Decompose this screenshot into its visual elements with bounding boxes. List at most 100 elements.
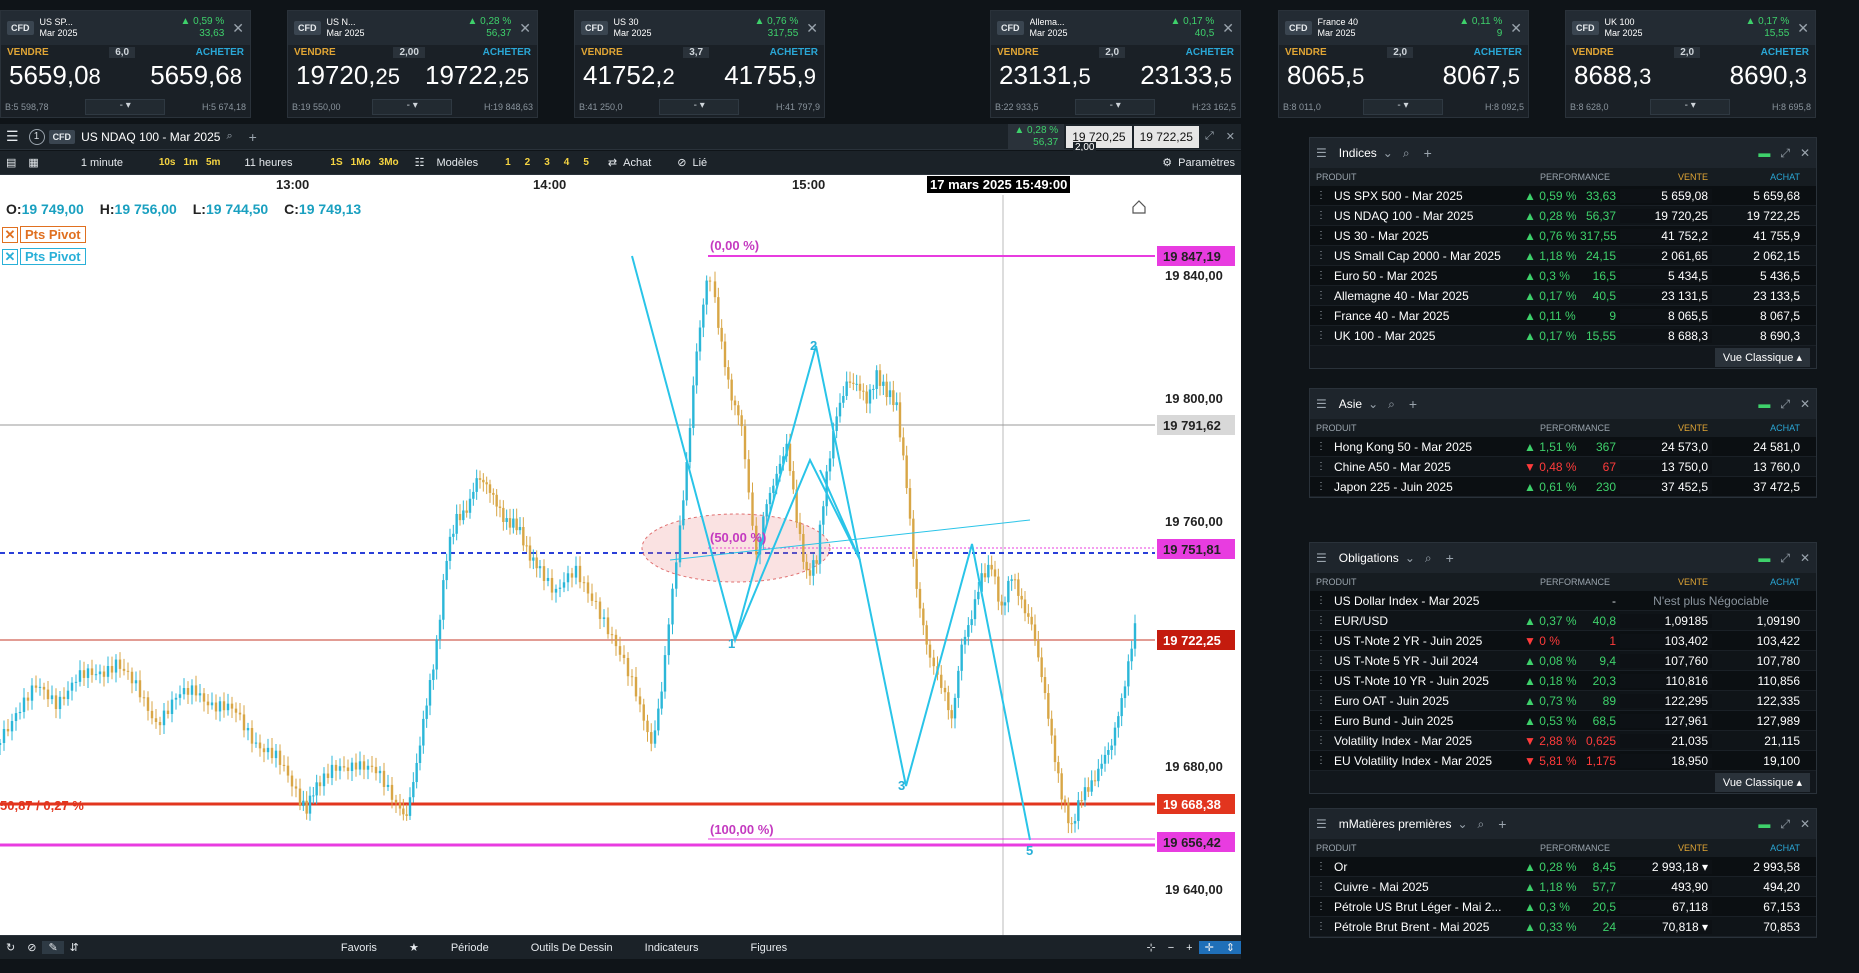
- layout-1[interactable]: 1: [505, 157, 511, 168]
- panel-title[interactable]: Obligations: [1338, 551, 1399, 565]
- pivot-legend-2[interactable]: ✕ Pts Pivot: [2, 248, 86, 265]
- row-buy[interactable]: 70,853: [1763, 919, 1800, 934]
- add-tab-icon[interactable]: +: [248, 128, 257, 145]
- color-tag-icon[interactable]: ▬: [1758, 146, 1771, 160]
- panel-row[interactable]: ⋮ EUR/USD ▲ 0,37 % 40,8 1,09185 1,09190: [1310, 611, 1816, 631]
- row-buy[interactable]: 67,153: [1763, 899, 1800, 914]
- drag-handle-icon[interactable]: ⋮: [1316, 655, 1326, 666]
- price-chart[interactable]: 19 840,00 19 800,00 19 760,00 19 680,00 19 6…: [0, 175, 1241, 935]
- range-select[interactable]: 11 heures: [244, 156, 293, 169]
- row-sell[interactable]: 24 573,0: [1620, 439, 1712, 454]
- row-sell[interactable]: 493,90: [1620, 879, 1712, 894]
- close-icon[interactable]: ✕: [1799, 397, 1810, 411]
- row-sell[interactable]: N'est plus Négociable: [1653, 593, 1769, 608]
- drag-handle-icon[interactable]: ⋮: [1316, 921, 1326, 932]
- sell-price[interactable]: 23131,5: [999, 60, 1091, 90]
- row-sell[interactable]: 110,816: [1620, 673, 1712, 688]
- ticker-tile[interactable]: CFD US 30 Mar 2025 ▲ 0,76 % 317,55 ✕ VEN…: [574, 10, 825, 118]
- panel-row[interactable]: ⋮ UK 100 - Mar 2025 ▲ 0,17 % 15,55 8 688,…: [1310, 326, 1816, 346]
- range-1mo[interactable]: 1Mo: [350, 157, 371, 168]
- row-buy[interactable]: 103,422: [1756, 633, 1800, 648]
- row-buy[interactable]: 23 133,5: [1753, 288, 1800, 303]
- row-sell[interactable]: 103,402: [1620, 633, 1712, 648]
- row-sell[interactable]: 5 659,08: [1620, 188, 1712, 203]
- row-sell[interactable]: 18,950: [1620, 753, 1712, 768]
- tab-number[interactable]: 1: [28, 128, 45, 145]
- panel-row[interactable]: ⋮ Chine A50 - Mar 2025 ▼ 0,48 % 67 13 750…: [1310, 457, 1816, 477]
- drag-handle-icon[interactable]: ⋮: [1316, 461, 1326, 472]
- drag-handle-icon[interactable]: ⋮: [1316, 210, 1326, 221]
- chart-canvas[interactable]: 19 840,00 19 800,00 19 760,00 19 680,00 19 6…: [0, 175, 1241, 935]
- row-buy[interactable]: 19,100: [1763, 753, 1800, 768]
- panel-row[interactable]: ⋮ Pétrole Brut Brent - Mai 2025 ▲ 0,33 % …: [1310, 917, 1816, 937]
- classic-view-button[interactable]: Vue Classique ▴: [1714, 347, 1810, 367]
- buy-price[interactable]: 8067,5: [1442, 60, 1520, 90]
- range-1s[interactable]: 1S: [330, 157, 343, 168]
- row-sell[interactable]: 21,035: [1620, 733, 1712, 748]
- close-icon[interactable]: ✕: [519, 19, 531, 36]
- panel-row[interactable]: ⋮ US Small Cap 2000 - Mar 2025 ▲ 1,18 % 2…: [1310, 246, 1816, 266]
- row-sell[interactable]: 23 131,5: [1620, 288, 1712, 303]
- row-buy[interactable]: 110,856: [1757, 673, 1801, 688]
- favorites-button[interactable]: Favoris: [340, 941, 377, 954]
- row-sell[interactable]: 107,760: [1620, 653, 1712, 668]
- add-icon[interactable]: +: [1423, 145, 1432, 161]
- interval-10s[interactable]: 10s: [158, 157, 176, 168]
- ticker-name[interactable]: Allema... Mar 2025: [1029, 17, 1068, 38]
- pen-icon[interactable]: ✎: [42, 941, 64, 954]
- row-buy[interactable]: 127,989: [1756, 713, 1800, 728]
- ticker-tile[interactable]: CFD UK 100 Mar 2025 ▲ 0,17 % 15,55 ✕ VEN…: [1565, 10, 1816, 118]
- close-icon[interactable]: ✕: [806, 19, 818, 36]
- expand-icon[interactable]: ⤢: [1780, 145, 1790, 160]
- quantity-input[interactable]: - ▾: [372, 99, 453, 115]
- drag-handle-icon[interactable]: ⋮: [1316, 861, 1326, 872]
- panel-title[interactable]: Indices: [1338, 146, 1377, 160]
- link-icon[interactable]: ⊘: [677, 157, 687, 169]
- menu-icon[interactable]: ☰: [1316, 397, 1327, 411]
- add-icon[interactable]: +: [1408, 396, 1418, 412]
- row-buy[interactable]: 19 722,25: [1746, 208, 1800, 223]
- sell-price[interactable]: 8688,3: [1574, 60, 1652, 90]
- row-buy[interactable]: 1,09190: [1756, 613, 1800, 628]
- buy-price[interactable]: 41755,9: [724, 60, 816, 90]
- row-buy[interactable]: 21,115: [1764, 733, 1800, 748]
- period-button[interactable]: Période: [450, 941, 489, 954]
- erase-icon[interactable]: ⊘: [27, 942, 37, 954]
- expand-icon[interactable]: ⤢: [1780, 396, 1790, 411]
- row-sell[interactable]: 8 688,3: [1620, 328, 1712, 343]
- buy-price[interactable]: 5659,68: [150, 60, 242, 90]
- search-icon[interactable]: ⌕: [1388, 396, 1395, 411]
- color-tag-icon[interactable]: ▬: [1758, 817, 1771, 831]
- chart-buy-price[interactable]: 19 722,25: [1133, 125, 1199, 148]
- row-buy[interactable]: 2 062,15: [1753, 248, 1800, 263]
- figures-button[interactable]: Figures: [750, 941, 788, 954]
- row-sell[interactable]: 8 065,5: [1620, 308, 1712, 323]
- panel-row[interactable]: ⋮ Euro Bund - Juin 2025 ▲ 0,53 % 68,5 127…: [1310, 711, 1816, 731]
- drag-handle-icon[interactable]: ⋮: [1316, 481, 1326, 492]
- search-icon[interactable]: ⌕: [226, 130, 233, 142]
- row-sell[interactable]: 41 752,2: [1620, 228, 1712, 243]
- star-icon[interactable]: ★: [408, 942, 419, 954]
- drag-handle-icon[interactable]: ⋮: [1316, 595, 1326, 606]
- row-buy[interactable]: 107,780: [1756, 653, 1800, 668]
- ticker-tile[interactable]: CFD US SP... Mar 2025 ▲ 0,59 % 33,63 ✕ V…: [0, 10, 251, 118]
- row-buy[interactable]: 24 581,0: [1753, 439, 1800, 454]
- panel-row[interactable]: ⋮ US Dollar Index - Mar 2025 - N'est plus…: [1310, 591, 1816, 611]
- quantity-input[interactable]: - ▾: [1075, 99, 1156, 115]
- classic-view-button[interactable]: Vue Classique ▴: [1714, 772, 1810, 792]
- drag-handle-icon[interactable]: ⋮: [1316, 441, 1326, 452]
- interval-5m[interactable]: 5m: [205, 157, 221, 168]
- layout-3[interactable]: 3: [544, 157, 550, 168]
- expand-icon[interactable]: ⤢: [1204, 130, 1214, 142]
- color-tag-icon[interactable]: ▬: [1758, 551, 1771, 565]
- close-icon[interactable]: ✕: [2, 248, 18, 265]
- close-icon[interactable]: ✕: [2, 226, 18, 243]
- panel-row[interactable]: ⋮ US SPX 500 - Mar 2025 ▲ 0,59 % 33,63 5 …: [1310, 186, 1816, 206]
- row-sell[interactable]: 67,118: [1620, 899, 1712, 914]
- row-buy[interactable]: 5 436,5: [1759, 268, 1800, 283]
- menu-icon[interactable]: ☰: [1316, 146, 1327, 160]
- panel-row[interactable]: ⋮ EU Volatility Index - Mar 2025 ▼ 5,81 %…: [1310, 751, 1816, 771]
- instrument-name[interactable]: US NDAQ 100 - Mar 2025: [81, 129, 221, 144]
- row-sell[interactable]: 13 750,0: [1620, 459, 1712, 474]
- crosshair-icon[interactable]: ⊹: [1146, 942, 1156, 954]
